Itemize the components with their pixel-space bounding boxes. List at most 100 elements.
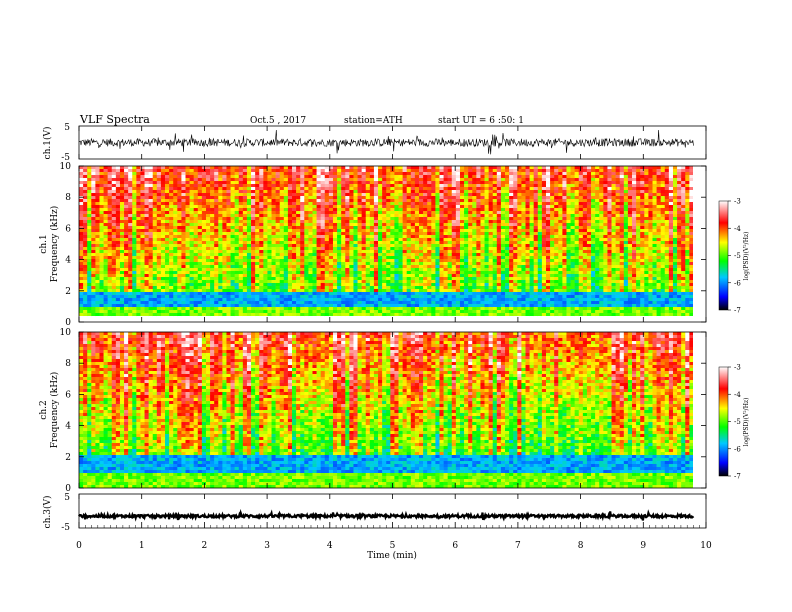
spectrogram-cell	[226, 292, 231, 296]
spectrogram-cell	[345, 175, 350, 179]
spectrogram-cell	[320, 286, 326, 290]
spectrogram-cell	[419, 253, 424, 257]
spectrogram-cell	[341, 187, 346, 191]
spectrogram-cell	[132, 253, 137, 257]
spectrogram-cell	[144, 256, 149, 260]
spectrogram-cell	[169, 214, 174, 218]
spectrogram-cell	[210, 211, 215, 215]
spectrogram-cell	[218, 244, 223, 248]
spectrogram-cell	[398, 193, 403, 197]
spectrogram-cell	[238, 271, 244, 275]
spectrogram-cell	[259, 319, 264, 322]
spectrogram-cell	[365, 298, 371, 302]
spectrogram-cell	[234, 286, 240, 290]
spectrogram-cell	[255, 235, 260, 239]
spectrogram-cell	[79, 178, 84, 182]
spectrogram-cell	[251, 316, 256, 320]
spectrogram-cell	[124, 187, 129, 191]
spectrogram-cell	[451, 205, 457, 209]
spectrogram-cell	[455, 232, 461, 236]
spectrogram-cell	[324, 259, 330, 263]
spectrogram-cell	[357, 232, 362, 236]
spectrogram-cell	[246, 259, 252, 263]
spectrogram-cell	[459, 316, 465, 320]
spectrogram-cell	[349, 307, 354, 311]
spectrogram-cell	[439, 289, 444, 293]
spectrogram-cell	[410, 310, 416, 314]
spectrogram-cell	[218, 280, 223, 284]
spectrogram-cell	[304, 211, 309, 215]
spectrogram-cell	[136, 190, 141, 194]
spectrogram-cell	[312, 238, 317, 242]
spectrogram-cell	[414, 190, 420, 194]
spectrogram-cell	[320, 220, 326, 224]
spectrogram-cell	[300, 289, 305, 293]
spectrogram-cell	[152, 307, 158, 311]
spectrogram-cell	[373, 283, 379, 287]
spectrogram-cell	[312, 286, 317, 290]
spectrogram-cell	[214, 262, 219, 266]
spectrogram-cell	[79, 193, 84, 197]
spectrogram-cell	[210, 295, 215, 299]
spectrogram-cell	[152, 289, 158, 293]
spectrogram-cell	[439, 313, 444, 317]
spectrogram-cell	[349, 202, 354, 206]
spectrogram-cell	[251, 292, 256, 296]
spectrogram-cell	[111, 223, 117, 227]
spectrogram-cell	[451, 208, 457, 212]
spectrogram-cell	[296, 211, 301, 215]
spectrogram-cell	[419, 220, 424, 224]
spectrogram-cell	[357, 271, 362, 275]
spectrogram-cell	[189, 316, 194, 320]
spectrogram-cell	[181, 250, 186, 254]
spectrogram-cell	[443, 181, 448, 185]
spectrogram-cell	[361, 292, 367, 296]
spectrogram-cell	[435, 166, 440, 170]
spectrogram-cell	[185, 313, 190, 317]
spectrogram-cell	[337, 277, 342, 281]
spectrogram-cell	[230, 244, 235, 248]
spectrogram-cell	[230, 313, 235, 317]
spectrogram-cell	[91, 298, 96, 302]
spectrogram-cell	[230, 223, 235, 227]
spectrogram-cell	[156, 319, 162, 322]
spectrogram-cell	[443, 319, 448, 322]
spectrogram-cell	[398, 238, 403, 242]
spectrogram-cell	[185, 310, 190, 314]
spectrogram-cell	[173, 259, 178, 263]
spectrogram-cell	[226, 274, 231, 278]
spectrogram-cell	[152, 190, 158, 194]
spectrogram-cell	[275, 319, 281, 322]
spectrogram-cell	[414, 205, 420, 209]
spectrogram-cell	[218, 217, 223, 221]
spectrogram-cell	[177, 187, 182, 191]
spectrogram-cell	[185, 169, 190, 173]
spectrogram-cell	[447, 304, 453, 308]
spectrogram-cell	[464, 241, 469, 245]
spectrogram-cell	[124, 181, 129, 185]
spectrogram-cell	[99, 211, 104, 215]
spectrogram-cell	[173, 319, 178, 322]
spectrogram-cell	[427, 286, 432, 290]
spectrogram-cell	[324, 289, 330, 293]
spectrogram-cell	[349, 304, 354, 308]
spectrogram-cell	[148, 274, 154, 278]
spectrogram-cell	[296, 196, 301, 200]
spectrogram-cell	[255, 316, 260, 320]
spectrogram-cell	[169, 301, 174, 305]
spectrogram-cell	[414, 259, 420, 263]
spectrogram-cell	[353, 289, 358, 293]
spectrogram-cell	[156, 223, 162, 227]
spectrogram-cell	[177, 274, 182, 278]
spectrogram-cell	[287, 190, 293, 194]
spectrogram-cell	[226, 229, 231, 233]
spectrogram-cell	[300, 190, 305, 194]
spectrogram-cell	[140, 304, 145, 308]
spectrogram-cell	[99, 202, 104, 206]
spectrogram-cell	[99, 262, 104, 266]
spectrogram-cell	[423, 202, 428, 206]
spectrogram-cell	[316, 226, 321, 230]
spectrogram-cell	[205, 220, 211, 224]
spectrogram-cell	[181, 205, 186, 209]
spectrogram-cell	[132, 286, 137, 290]
